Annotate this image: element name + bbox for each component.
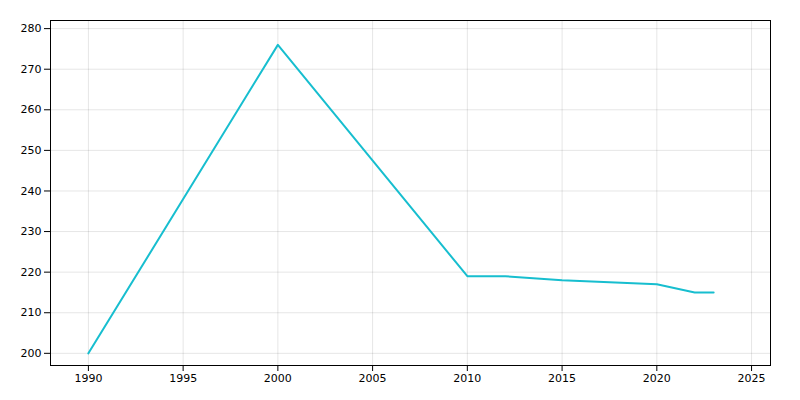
svg-text:2010: 2010	[453, 372, 481, 385]
svg-text:2000: 2000	[264, 372, 292, 385]
svg-text:230: 230	[21, 225, 42, 238]
svg-text:200: 200	[21, 347, 42, 360]
svg-text:210: 210	[21, 306, 42, 319]
svg-text:280: 280	[21, 22, 42, 35]
svg-text:2015: 2015	[548, 372, 576, 385]
svg-text:220: 220	[21, 266, 42, 279]
svg-text:2005: 2005	[359, 372, 387, 385]
svg-text:270: 270	[21, 63, 42, 76]
svg-text:1990: 1990	[74, 372, 102, 385]
svg-text:250: 250	[21, 144, 42, 157]
svg-text:260: 260	[21, 103, 42, 116]
svg-text:240: 240	[21, 184, 42, 197]
svg-text:2020: 2020	[643, 372, 671, 385]
svg-text:2025: 2025	[738, 372, 766, 385]
svg-text:1995: 1995	[169, 372, 197, 385]
